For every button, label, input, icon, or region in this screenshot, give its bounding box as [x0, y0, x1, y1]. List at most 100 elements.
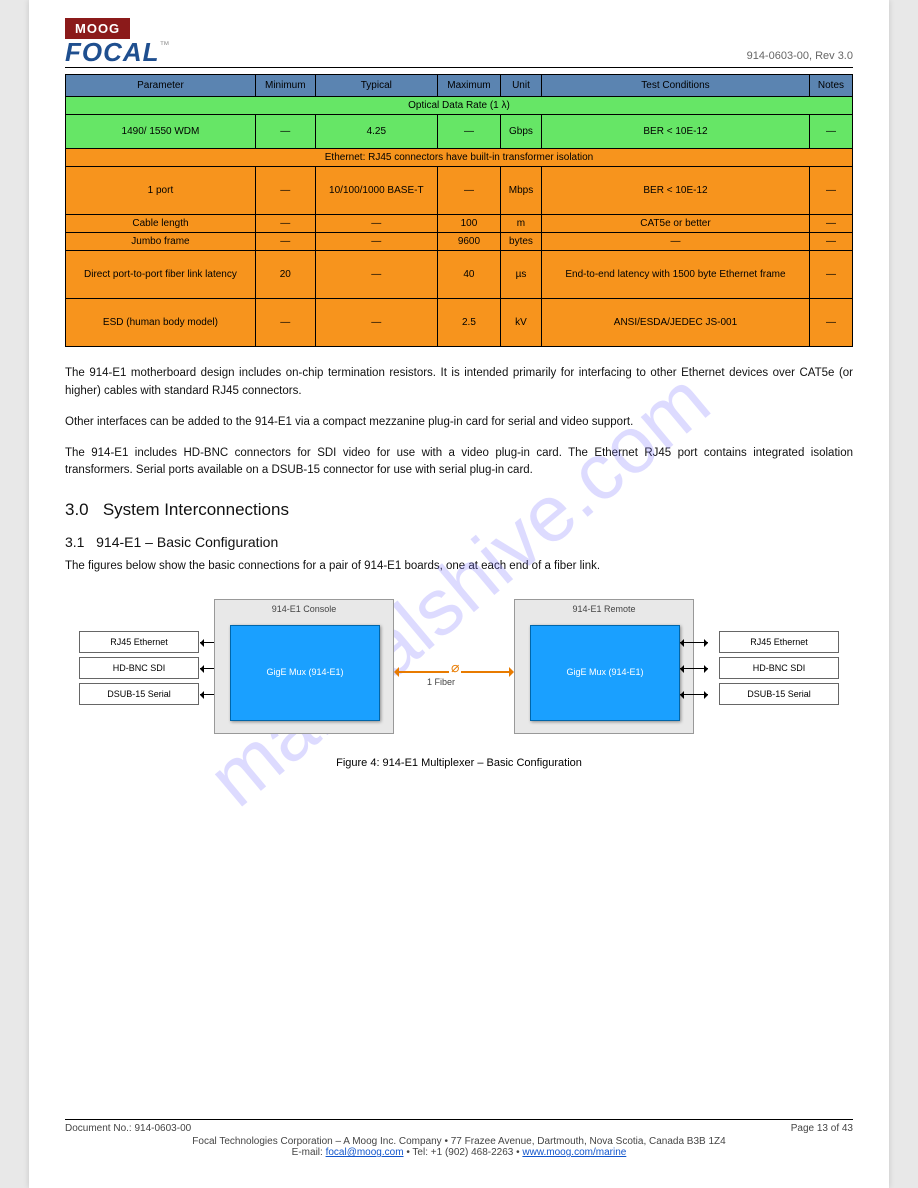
footer-address: Focal Technologies Corporation – A Moog …	[65, 1136, 853, 1147]
td: 10/100/1000 BASE-T	[315, 167, 437, 215]
io-box: RJ45 Ethernet	[719, 631, 839, 653]
box-label: 914-E1 Console	[215, 600, 393, 614]
td: —	[315, 299, 437, 347]
paragraph: The figures below show the basic connect…	[65, 558, 853, 575]
footer-contacts: E-mail: focal@moog.com • Tel: +1 (902) 4…	[65, 1147, 853, 1158]
section-num: 3.0	[65, 500, 89, 519]
td: —	[255, 115, 315, 149]
doc-number: Document No.: 914-0603-00	[65, 1123, 191, 1134]
paragraph: The 914-E1 motherboard design includes o…	[65, 365, 853, 400]
page-number: Page 13 of 43	[791, 1123, 853, 1134]
table-header-row: Parameter Minimum Typical Maximum Unit T…	[66, 75, 853, 97]
td: 9600	[437, 233, 500, 251]
td: —	[809, 115, 852, 149]
td: —	[809, 233, 852, 251]
fiber-icon: ⌀	[449, 659, 461, 676]
footer-rule	[65, 1119, 853, 1120]
subsection-header: 3.1 914-E1 – Basic Configuration	[65, 534, 853, 550]
paragraph: The 914-E1 includes HD-BNC connectors fo…	[65, 445, 853, 480]
figure-caption: Figure 4: 914-E1 Multiplexer – Basic Con…	[65, 757, 853, 769]
spec-table: Parameter Minimum Typical Maximum Unit T…	[65, 74, 853, 347]
fiber-label: 1 Fiber	[427, 677, 455, 687]
td: 1 port	[66, 167, 256, 215]
td: —	[809, 299, 852, 347]
table-row: 1 port — 10/100/1000 BASE-T — Mbps BER <…	[66, 167, 853, 215]
td: Mbps	[500, 167, 541, 215]
io-box: HD-BNC SDI	[79, 657, 199, 679]
td: µs	[500, 251, 541, 299]
td: 1490/ 1550 WDM	[66, 115, 256, 149]
table-row: Direct port-to-port fiber link latency 2…	[66, 251, 853, 299]
td: BER < 10E-12	[542, 167, 810, 215]
brand-block: MOOG FOCAL™	[65, 18, 171, 64]
td: 20	[255, 251, 315, 299]
td: —	[437, 167, 500, 215]
th: Typical	[315, 75, 437, 97]
td: Cable length	[66, 215, 256, 233]
url-link[interactable]: www.moog.com/marine	[522, 1147, 626, 1158]
page: manualshive.com MOOG FOCAL™ 914-0603-00,…	[29, 0, 889, 1188]
td: End-to-end latency with 1500 byte Ethern…	[542, 251, 810, 299]
th: Parameter	[66, 75, 256, 97]
th: Maximum	[437, 75, 500, 97]
td: CAT5e or better	[542, 215, 810, 233]
td: —	[809, 167, 852, 215]
th: Notes	[809, 75, 852, 97]
td: ESD (human body model)	[66, 299, 256, 347]
td: —	[437, 115, 500, 149]
th: Test Conditions	[542, 75, 810, 97]
header: MOOG FOCAL™ 914-0603-00, Rev 3.0	[65, 18, 853, 64]
io-box: RJ45 Ethernet	[79, 631, 199, 653]
td: 2.5	[437, 299, 500, 347]
th: Minimum	[255, 75, 315, 97]
mux-box: GigE Mux (914-E1)	[230, 625, 380, 721]
io-box: DSUB-15 Serial	[719, 683, 839, 705]
arrow-icon	[680, 642, 708, 643]
table-row: ESD (human body model) — — 2.5 kV ANSI/E…	[66, 299, 853, 347]
io-box: HD-BNC SDI	[719, 657, 839, 679]
table-section-row: Ethernet: RJ45 connectors have built-in …	[66, 149, 853, 167]
section-cell: Optical Data Rate (1 λ)	[66, 97, 853, 115]
email-link[interactable]: focal@moog.com	[326, 1147, 404, 1158]
box-label: 914-E1 Remote	[515, 600, 693, 614]
remote-box: 914-E1 Remote GigE Mux (914-E1)	[514, 599, 694, 734]
td: —	[809, 251, 852, 299]
td: Direct port-to-port fiber link latency	[66, 251, 256, 299]
td: BER < 10E-12	[542, 115, 810, 149]
focal-logo: FOCAL™	[65, 41, 171, 64]
mux-box: GigE Mux (914-E1)	[530, 625, 680, 721]
td: Gbps	[500, 115, 541, 149]
header-rule	[65, 67, 853, 68]
moog-badge: MOOG	[65, 18, 130, 39]
arrow-icon	[680, 668, 708, 669]
td: —	[315, 233, 437, 251]
td: —	[255, 167, 315, 215]
td: —	[255, 215, 315, 233]
body-text: The figures below show the basic connect…	[65, 558, 853, 575]
subsection-title: 914-E1 – Basic Configuration	[96, 534, 278, 550]
td: —	[542, 233, 810, 251]
td: ANSI/ESDA/JEDEC JS-001	[542, 299, 810, 347]
table-row: Cable length — — 100 m CAT5e or better —	[66, 215, 853, 233]
footer: Document No.: 914-0603-00 Page 13 of 43 …	[65, 1119, 853, 1158]
td: —	[255, 299, 315, 347]
td: —	[809, 215, 852, 233]
td: kV	[500, 299, 541, 347]
td: —	[255, 233, 315, 251]
section-title: System Interconnections	[103, 500, 289, 519]
subsection-num: 3.1	[65, 534, 84, 550]
table-section-row: Optical Data Rate (1 λ)	[66, 97, 853, 115]
arrow-icon	[680, 694, 708, 695]
td: —	[315, 215, 437, 233]
tm: ™	[160, 40, 171, 51]
body-text: The 914-E1 motherboard design includes o…	[65, 365, 853, 479]
td: 100	[437, 215, 500, 233]
tel: • Tel: +1 (902) 468-2263 •	[406, 1147, 519, 1158]
email-label: E-mail:	[292, 1147, 323, 1158]
td: —	[315, 251, 437, 299]
io-box: DSUB-15 Serial	[79, 683, 199, 705]
console-box: 914-E1 Console GigE Mux (914-E1)	[214, 599, 394, 734]
td: Jumbo frame	[66, 233, 256, 251]
th: Unit	[500, 75, 541, 97]
focal-text: FOCAL	[65, 37, 160, 67]
